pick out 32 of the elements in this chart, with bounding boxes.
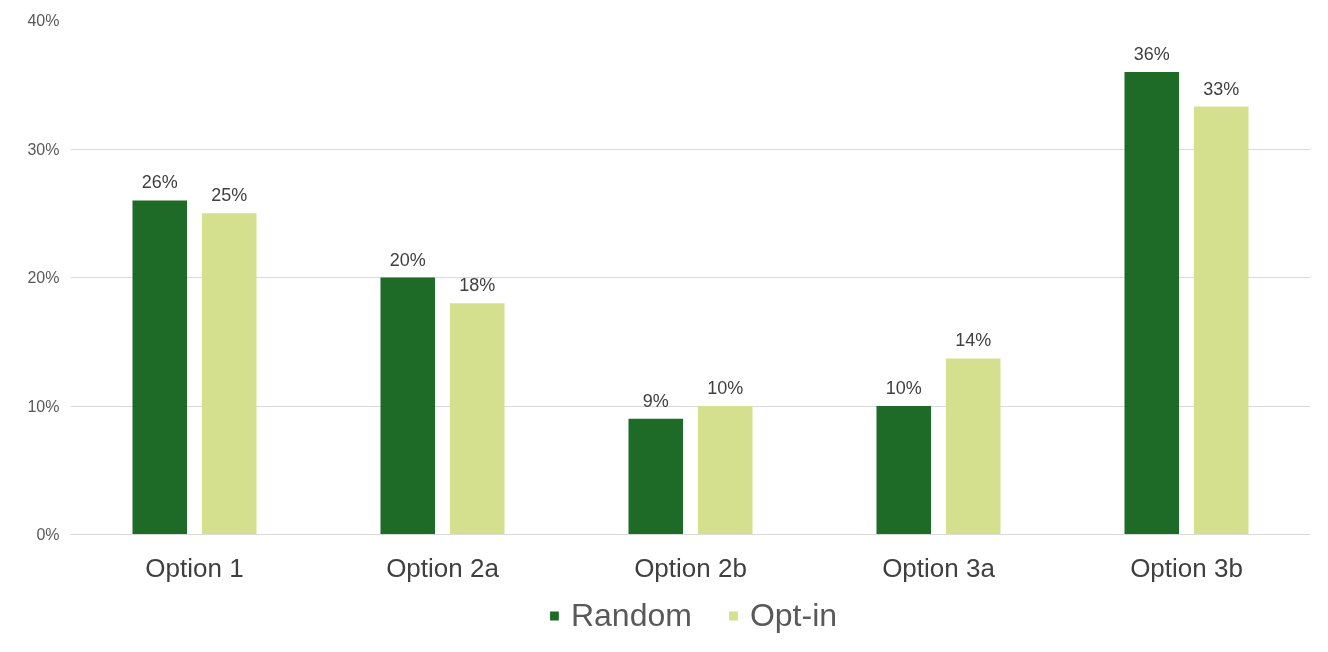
y-tick-label: 20% [27,269,60,286]
bar [628,418,684,535]
x-tick-label: Option 3a [882,552,996,583]
data-label: 9% [642,390,669,411]
bar [697,406,753,535]
data-label: 36% [1133,43,1170,64]
data-label: 20% [389,249,426,270]
bar [945,358,1001,535]
y-tick-label: 40% [27,12,60,29]
bar [132,200,188,535]
legend-label: Random [570,596,692,634]
x-tick-label: Option 2a [386,552,500,583]
y-tick-label: 10% [27,397,60,415]
data-label: 33% [1203,78,1240,99]
bar [201,213,257,535]
data-label: 26% [141,172,178,193]
y-tick-label: 30% [27,140,60,158]
data-label: 14% [955,330,992,351]
data-label: 25% [211,185,248,206]
x-tick-label: Option 3b [1130,552,1243,583]
bar [1193,106,1249,535]
bar [1124,71,1180,535]
bar [449,303,505,535]
data-label: 18% [459,275,496,296]
data-label: 10% [707,378,744,398]
bar [380,277,436,535]
y-tick-label: 0% [36,526,60,543]
legend-label: Opt-in [749,596,838,634]
x-tick-label: Option 2b [634,552,747,583]
data-label: 10% [885,378,922,398]
bar [876,406,932,535]
x-tick-label: Option 1 [145,552,244,583]
